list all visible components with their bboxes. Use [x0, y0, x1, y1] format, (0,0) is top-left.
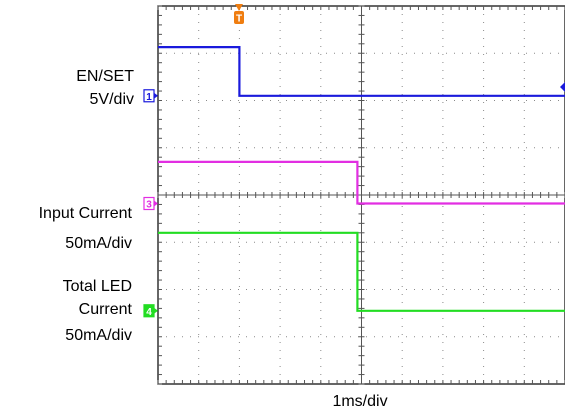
scope-graticule	[157, 5, 565, 385]
channel-3-marker-number: 3	[146, 200, 152, 211]
channel-4-marker-arrow	[154, 307, 158, 314]
trigger-label: T	[236, 14, 242, 25]
trace-channel-3	[158, 160, 565, 205]
ch4-label-line-1: Total LED	[63, 278, 132, 295]
ch4-label-line-2: Current	[79, 301, 133, 318]
trigger-marker: T	[234, 4, 244, 25]
channel-4-marker-number: 4	[146, 307, 152, 318]
channel-1-label: EN/SET 5V/div	[76, 68, 134, 108]
channel-3-marker-arrow	[154, 200, 158, 207]
channel-1-offscreen-indicator	[560, 82, 565, 92]
ch1-label-line-1: EN/SET	[76, 68, 134, 85]
channel-4-label: Total LED Current 50mA/div	[63, 278, 133, 344]
channel-1-marker-arrow	[154, 92, 158, 99]
trigger-arrow-icon	[235, 4, 243, 11]
ch3-label-line-1: Input Current	[39, 205, 133, 222]
x-axis-label: 1ms/div	[332, 393, 387, 410]
channel-3-label: Input Current 50mA/div	[39, 205, 133, 252]
ch1-label-line-2: 5V/div	[90, 91, 134, 108]
trigger-flag	[234, 11, 244, 24]
ch4-label-line-3: 50mA/div	[65, 327, 132, 344]
trace-channel-1	[158, 45, 565, 97]
channel-markers: 1 3 4	[143, 89, 158, 318]
trace-channel-4	[158, 231, 565, 312]
channel-1-marker-number: 1	[146, 92, 152, 103]
ch3-label-line-2: 50mA/div	[65, 235, 132, 252]
scope-traces	[158, 45, 565, 312]
